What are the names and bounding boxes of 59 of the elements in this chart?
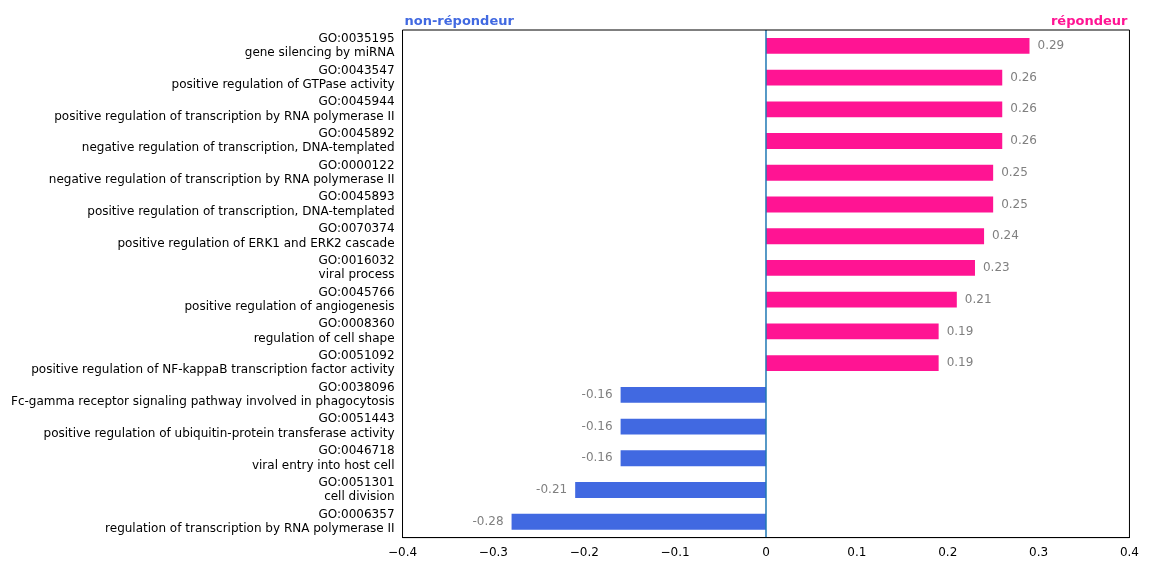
bar [766, 69, 1003, 86]
y-tick-label: GO:0006357 regulation of transcription by RNA polymerase II [105, 506, 395, 536]
data-label: -0.21 [536, 482, 568, 497]
data-label: 0.25 [1001, 164, 1028, 179]
bar [766, 133, 1003, 149]
x-tick-label: −0.1 [660, 544, 690, 559]
bar [766, 164, 994, 181]
bar [511, 513, 766, 530]
bar [766, 291, 957, 308]
y-tick-label: GO:0043547 positive regulation of GTPase activity [171, 62, 395, 91]
y-tick-label: GO:0008360 regulation of cell shape [253, 316, 395, 345]
data-label: 0.26 [1010, 133, 1037, 148]
data-label: 0.19 [946, 323, 974, 338]
y-tick-label: GO:0051301 cell division [318, 474, 395, 504]
bar [620, 418, 766, 435]
y-tick-label: GO:0035195 gene silencing by miRNA [244, 30, 396, 60]
data-label: 0.21 [964, 291, 992, 306]
data-label: -0.16 [581, 450, 613, 465]
x-tick-label: 0.2 [938, 544, 958, 559]
y-tick-label: GO:0051443 positive regulation of ubiquitin-protein transferase activity [43, 411, 395, 440]
y-tick-label: GO:0045892 negative regulation of transcription, DNA-templated [81, 125, 395, 155]
data-label: -0.28 [472, 513, 504, 528]
data-label: 0.25 [1001, 196, 1028, 211]
bar [766, 228, 985, 245]
data-label: -0.16 [581, 386, 613, 401]
data-label: 0.26 [1010, 69, 1037, 84]
x-tick-label: −0.3 [478, 544, 508, 559]
x-tick-label: −0.2 [569, 544, 599, 559]
data-label: 0.24 [992, 228, 1019, 243]
bar [766, 196, 994, 213]
text: non-répondeur [404, 12, 515, 28]
x-tick-label: 0.3 [1029, 544, 1049, 559]
text: répondeur [1050, 12, 1129, 28]
y-tick-label: GO:0051092 positive regulation of NF-kappaB transcription factor activity [31, 348, 395, 377]
y-tick-label: GO:0038096 Fc-gamma receptor signaling pathway involved in phagocytosis [11, 379, 395, 409]
data-label: 0.29 [1037, 37, 1065, 52]
bar [766, 260, 975, 276]
bar [575, 482, 766, 498]
bar [620, 386, 766, 403]
y-tick-label: GO:0045944 positive regulation of transcription by RNA polymerase II [54, 94, 395, 123]
y-tick-label: GO:0046718 viral entry into host cell [251, 443, 395, 472]
x-tick-label: 0 [762, 544, 770, 559]
y-tick-label: GO:0045893 positive regulation of transcription, DNA-templated [87, 189, 395, 218]
y-tick-label: GO:0016032 viral process [318, 252, 395, 282]
bar [766, 323, 939, 340]
x-tick-label: 0.4 [1119, 544, 1139, 559]
y-tick-label: GO:0000122 negative regulation of transcription by RNA polymerase II [48, 157, 395, 187]
bar [766, 37, 1030, 54]
data-label: -0.16 [581, 418, 613, 433]
bar [766, 355, 939, 372]
y-tick-label: GO:0070374 positive regulation of ERK1 and ERK2 cascade [117, 221, 395, 250]
x-tick-label: −0.4 [387, 544, 418, 559]
x-tick-label: 0.1 [847, 544, 867, 559]
bar [620, 450, 766, 467]
y-tick-label: GO:0045766 positive regulation of angiogenesis [184, 284, 395, 313]
bar [766, 101, 1003, 118]
data-label: 0.26 [1010, 101, 1037, 116]
data-label: 0.23 [982, 260, 1010, 275]
data-label: 0.19 [946, 355, 974, 370]
